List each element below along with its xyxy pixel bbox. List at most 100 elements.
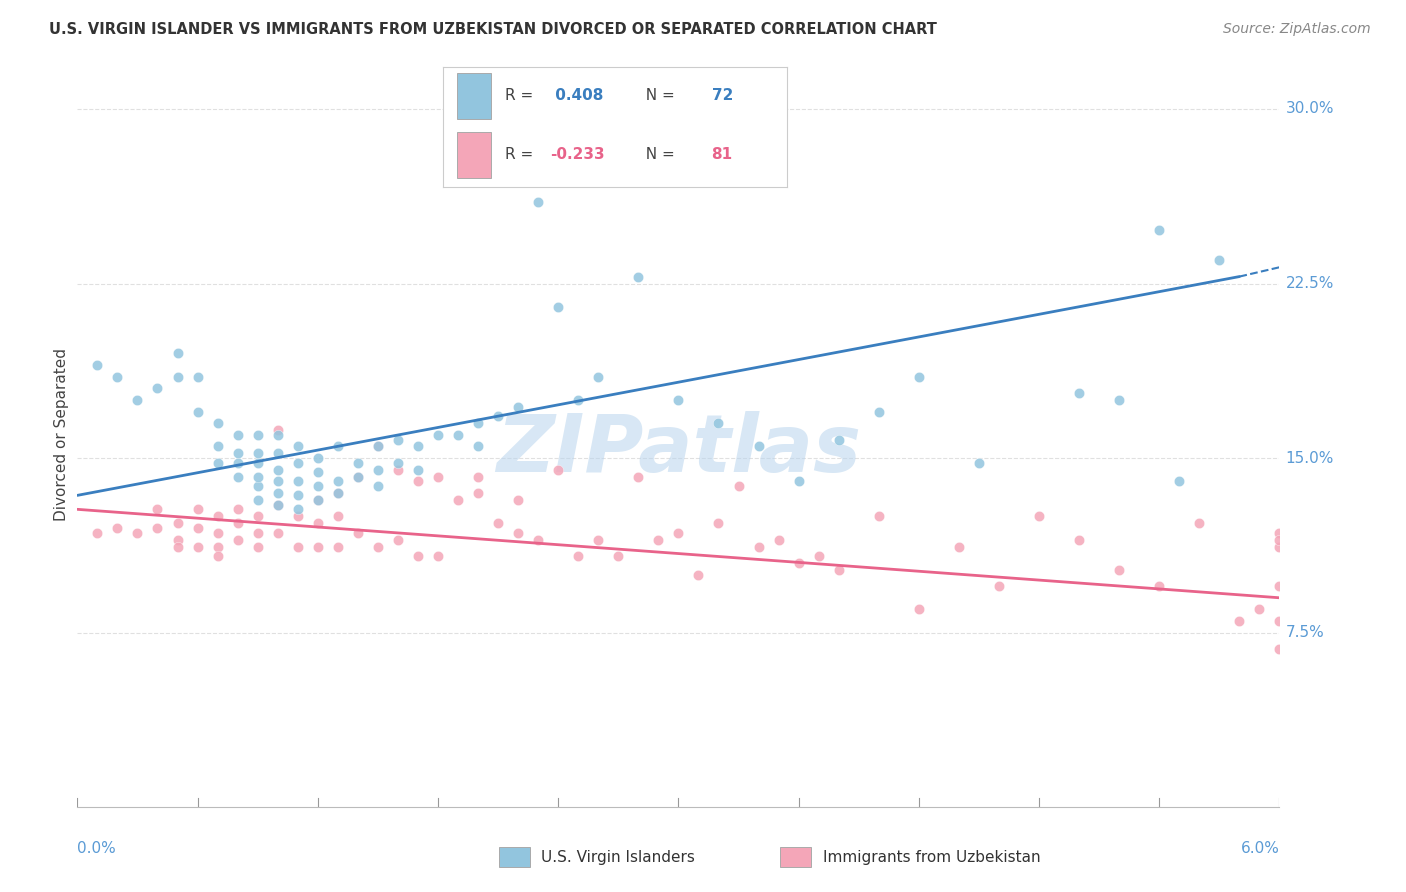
Point [588, 533, 610, 547]
Point [567, 549, 589, 563]
Point [186, 404, 209, 418]
Point [307, 451, 329, 466]
Point [86, 358, 108, 372]
Point [367, 540, 389, 554]
Point [326, 475, 349, 489]
Point [1208, 253, 1230, 268]
Point [267, 486, 290, 500]
Point [326, 486, 349, 500]
Point [267, 475, 290, 489]
Point [1268, 525, 1291, 540]
Point [186, 540, 209, 554]
Point [447, 493, 470, 508]
Point [166, 516, 188, 531]
FancyBboxPatch shape [457, 73, 491, 119]
Point [387, 463, 409, 477]
Point [748, 440, 770, 454]
Point [707, 416, 730, 430]
Point [627, 469, 650, 483]
Point [828, 563, 851, 577]
Point [647, 533, 669, 547]
Point [207, 456, 229, 470]
Text: 30.0%: 30.0% [1285, 102, 1334, 117]
Point [1188, 516, 1211, 531]
Point [948, 540, 970, 554]
Text: U.S. Virgin Islanders: U.S. Virgin Islanders [541, 850, 695, 864]
Text: R =: R = [505, 147, 538, 162]
Point [226, 516, 249, 531]
Point [567, 392, 589, 407]
Point [246, 509, 269, 524]
Point [226, 427, 249, 442]
Point [267, 446, 290, 460]
Point [146, 381, 169, 395]
Point [967, 456, 990, 470]
Text: N =: N = [636, 88, 679, 103]
Text: 0.0%: 0.0% [77, 841, 117, 855]
Point [1268, 579, 1291, 593]
Point [467, 416, 489, 430]
Point [908, 369, 931, 384]
Point [387, 456, 409, 470]
Point [307, 465, 329, 479]
Point [307, 540, 329, 554]
Point [347, 456, 370, 470]
Point [367, 440, 389, 454]
Point [668, 392, 690, 407]
Point [627, 269, 650, 284]
Point [828, 433, 851, 447]
Point [387, 533, 409, 547]
Point [287, 456, 309, 470]
Point [246, 525, 269, 540]
Text: 72: 72 [711, 88, 733, 103]
Point [1268, 614, 1291, 628]
Point [467, 469, 489, 483]
Point [1149, 579, 1171, 593]
Point [207, 549, 229, 563]
Point [166, 346, 188, 360]
Point [588, 369, 610, 384]
Point [186, 369, 209, 384]
Point [1108, 563, 1130, 577]
Point [486, 409, 509, 424]
Point [787, 556, 810, 570]
Point [287, 509, 309, 524]
FancyBboxPatch shape [457, 132, 491, 178]
Point [267, 427, 290, 442]
Point [486, 516, 509, 531]
Point [246, 469, 269, 483]
Point [287, 488, 309, 502]
Point [107, 369, 129, 384]
Point [787, 475, 810, 489]
Point [267, 463, 290, 477]
Point [1069, 386, 1091, 401]
Point [807, 549, 830, 563]
Point [287, 475, 309, 489]
Point [607, 549, 630, 563]
Point [226, 456, 249, 470]
Point [166, 533, 188, 547]
Point [447, 427, 470, 442]
Point [207, 540, 229, 554]
Point [1108, 392, 1130, 407]
Point [748, 540, 770, 554]
Text: Immigrants from Uzbekistan: Immigrants from Uzbekistan [823, 850, 1040, 864]
Point [127, 525, 149, 540]
Point [326, 486, 349, 500]
Text: Source: ZipAtlas.com: Source: ZipAtlas.com [1223, 22, 1371, 37]
Point [326, 540, 349, 554]
Point [908, 602, 931, 616]
Point [988, 579, 1011, 593]
Point [186, 502, 209, 516]
Point [166, 369, 188, 384]
Point [406, 475, 429, 489]
Point [207, 416, 229, 430]
Point [127, 392, 149, 407]
Text: 15.0%: 15.0% [1285, 450, 1334, 466]
Point [347, 469, 370, 483]
Point [427, 549, 450, 563]
Point [467, 440, 489, 454]
Point [207, 440, 229, 454]
Point [326, 440, 349, 454]
Point [267, 498, 290, 512]
